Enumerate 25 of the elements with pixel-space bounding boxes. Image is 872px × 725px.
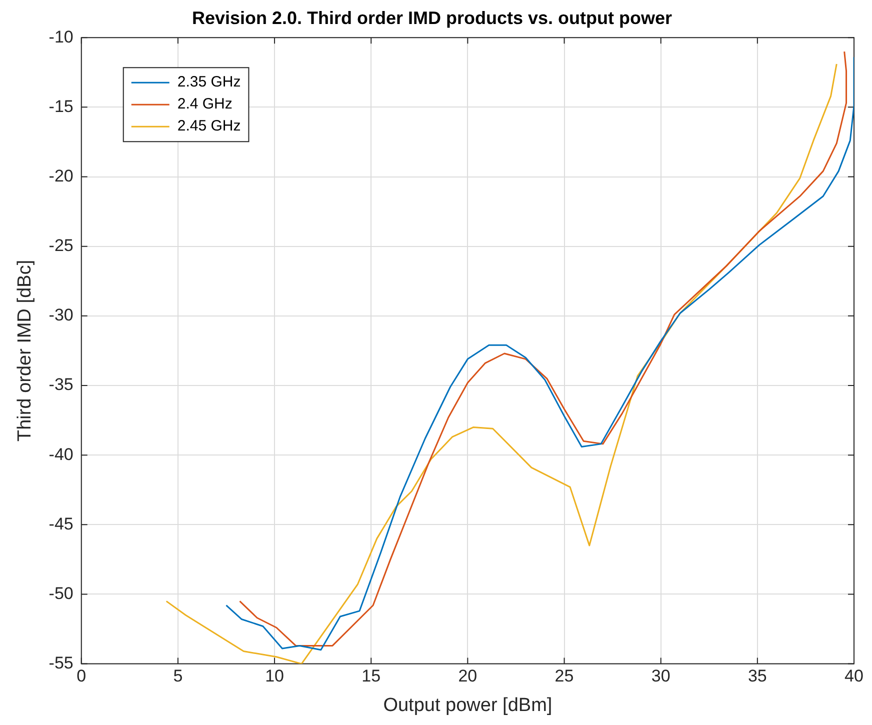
y-tick-label: -35 bbox=[48, 375, 74, 394]
y-tick-label: -55 bbox=[48, 653, 74, 672]
y-tick-label: -10 bbox=[48, 27, 74, 46]
y-tick-label: -15 bbox=[48, 96, 74, 116]
x-tick-label: 5 bbox=[173, 666, 183, 686]
y-tick-label: -30 bbox=[48, 306, 74, 325]
legend-label: 2.45 GHz bbox=[177, 118, 241, 135]
chart-title: Revision 2.0. Third order IMD products vs. output power bbox=[192, 8, 672, 28]
y-tick-label: -25 bbox=[48, 236, 74, 256]
y-tick-label: -40 bbox=[48, 444, 74, 464]
x-tick-label: 0 bbox=[76, 666, 86, 686]
x-tick-label: 10 bbox=[265, 666, 284, 686]
y-tick-label: -20 bbox=[48, 166, 74, 186]
x-tick-label: 30 bbox=[651, 666, 670, 686]
x-tick-label: 40 bbox=[844, 666, 864, 686]
y-tick-label: -45 bbox=[48, 514, 74, 534]
x-axis-title: Output power [dBm] bbox=[383, 694, 552, 716]
x-tick-label: 20 bbox=[458, 666, 478, 686]
legend-label: 2.35 GHz bbox=[177, 74, 241, 91]
x-tick-label: 25 bbox=[554, 666, 574, 686]
x-tick-label: 15 bbox=[362, 666, 381, 686]
x-tick-label: 35 bbox=[748, 666, 767, 686]
y-axis-title: Third order IMD [dBc] bbox=[14, 260, 36, 442]
legend-label: 2.4 GHz bbox=[177, 96, 232, 113]
y-tick-label: -50 bbox=[48, 584, 74, 603]
